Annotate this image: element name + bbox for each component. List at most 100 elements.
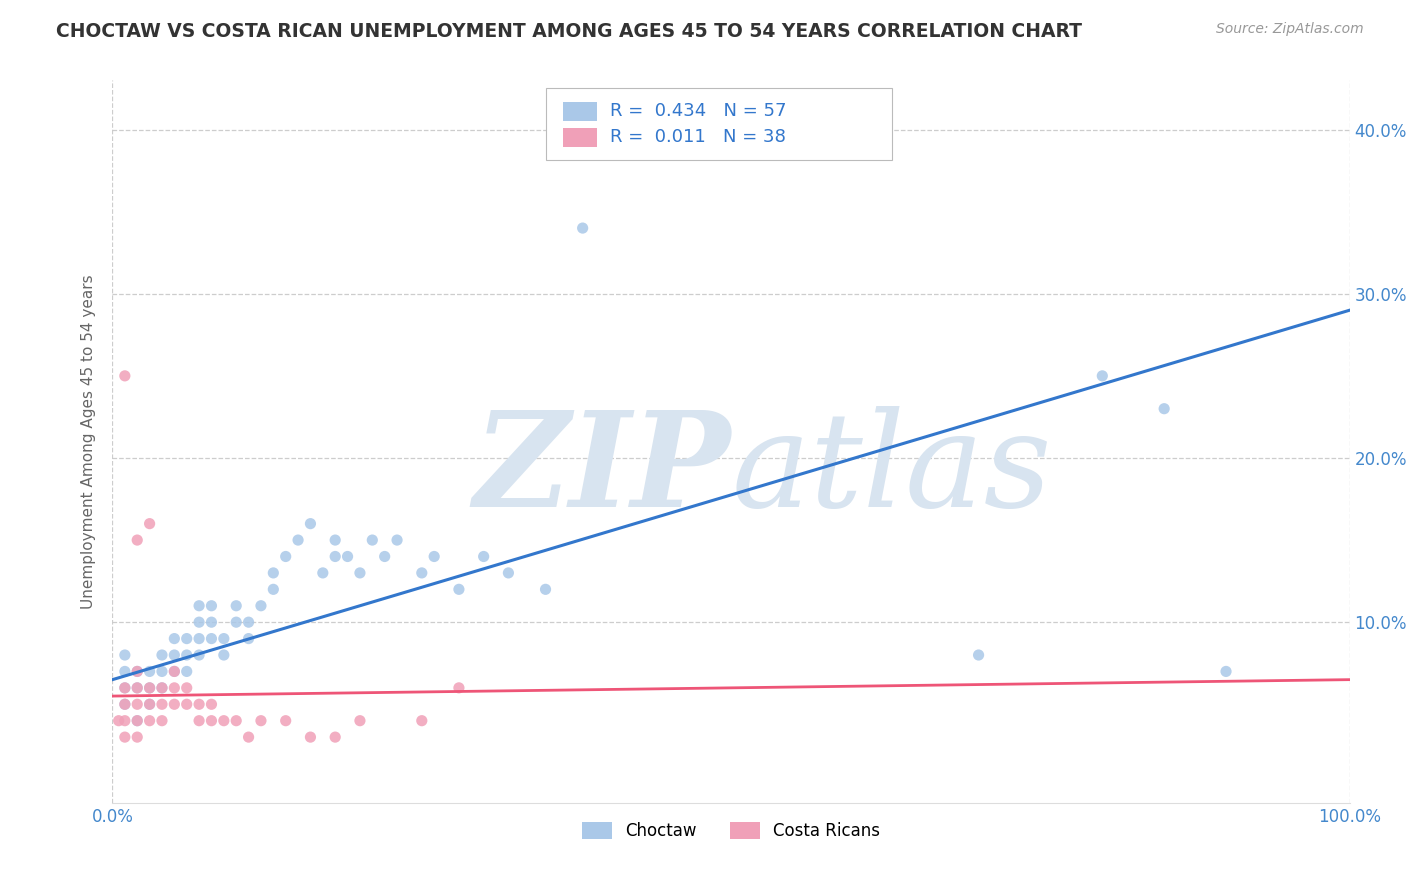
- Point: [361, 533, 384, 547]
- Text: ZIP: ZIP: [474, 406, 731, 535]
- Point: [336, 549, 359, 564]
- Point: [114, 665, 136, 679]
- Point: [225, 615, 247, 630]
- Point: [114, 368, 136, 383]
- Point: [1153, 401, 1175, 416]
- Point: [176, 665, 198, 679]
- Point: [188, 714, 211, 728]
- Point: [176, 698, 198, 712]
- Point: [127, 698, 149, 712]
- Point: [323, 533, 346, 547]
- Point: [1215, 665, 1237, 679]
- Point: [163, 665, 186, 679]
- Point: [498, 566, 520, 580]
- Point: [299, 730, 322, 744]
- Point: [423, 549, 446, 564]
- Point: [274, 549, 297, 564]
- Point: [114, 648, 136, 662]
- Point: [212, 648, 235, 662]
- Point: [150, 681, 173, 695]
- Point: [138, 516, 160, 531]
- Point: [225, 599, 247, 613]
- Point: [176, 648, 198, 662]
- Point: [212, 714, 235, 728]
- Point: [163, 681, 186, 695]
- Point: [534, 582, 557, 597]
- Point: [200, 599, 222, 613]
- Point: [138, 714, 160, 728]
- Point: [150, 665, 173, 679]
- Point: [163, 665, 186, 679]
- Point: [374, 549, 396, 564]
- Legend: Choctaw, Costa Ricans: Choctaw, Costa Ricans: [574, 814, 889, 848]
- Point: [188, 599, 211, 613]
- Point: [127, 533, 149, 547]
- FancyBboxPatch shape: [562, 102, 598, 120]
- Point: [200, 698, 222, 712]
- Point: [176, 632, 198, 646]
- Point: [312, 566, 335, 580]
- Point: [138, 698, 160, 712]
- Point: [127, 681, 149, 695]
- Point: [176, 681, 198, 695]
- Point: [188, 698, 211, 712]
- Point: [150, 698, 173, 712]
- Point: [385, 533, 408, 547]
- Point: [287, 533, 309, 547]
- Point: [200, 615, 222, 630]
- Point: [138, 665, 160, 679]
- Text: atlas: atlas: [731, 406, 1052, 535]
- Point: [200, 714, 222, 728]
- Text: R =  0.011   N = 38: R = 0.011 N = 38: [610, 128, 786, 146]
- Point: [138, 698, 160, 712]
- Point: [127, 714, 149, 728]
- Point: [212, 632, 235, 646]
- Point: [188, 615, 211, 630]
- Point: [114, 730, 136, 744]
- Point: [411, 566, 433, 580]
- Text: R =  0.434   N = 57: R = 0.434 N = 57: [610, 103, 786, 120]
- Point: [163, 632, 186, 646]
- Text: Source: ZipAtlas.com: Source: ZipAtlas.com: [1216, 22, 1364, 37]
- Point: [225, 714, 247, 728]
- Point: [127, 665, 149, 679]
- Y-axis label: Unemployment Among Ages 45 to 54 years: Unemployment Among Ages 45 to 54 years: [80, 274, 96, 609]
- Point: [114, 681, 136, 695]
- Point: [250, 599, 273, 613]
- Point: [323, 549, 346, 564]
- Point: [138, 681, 160, 695]
- Point: [163, 648, 186, 662]
- Point: [411, 714, 433, 728]
- Point: [238, 615, 260, 630]
- Point: [262, 566, 284, 580]
- Point: [114, 698, 136, 712]
- Point: [127, 665, 149, 679]
- FancyBboxPatch shape: [546, 87, 891, 160]
- Point: [1091, 368, 1114, 383]
- Point: [447, 582, 470, 597]
- Point: [107, 714, 129, 728]
- Point: [349, 566, 371, 580]
- Point: [323, 730, 346, 744]
- Point: [250, 714, 273, 728]
- Point: [114, 681, 136, 695]
- Point: [349, 714, 371, 728]
- Point: [299, 516, 322, 531]
- Point: [114, 714, 136, 728]
- Point: [150, 648, 173, 662]
- Point: [200, 632, 222, 646]
- Point: [447, 681, 470, 695]
- Point: [138, 681, 160, 695]
- Point: [150, 681, 173, 695]
- Point: [188, 648, 211, 662]
- Point: [127, 714, 149, 728]
- Point: [188, 632, 211, 646]
- FancyBboxPatch shape: [562, 128, 598, 147]
- Point: [238, 730, 260, 744]
- Point: [472, 549, 495, 564]
- Point: [163, 698, 186, 712]
- Point: [127, 730, 149, 744]
- Point: [967, 648, 990, 662]
- Point: [262, 582, 284, 597]
- Point: [114, 698, 136, 712]
